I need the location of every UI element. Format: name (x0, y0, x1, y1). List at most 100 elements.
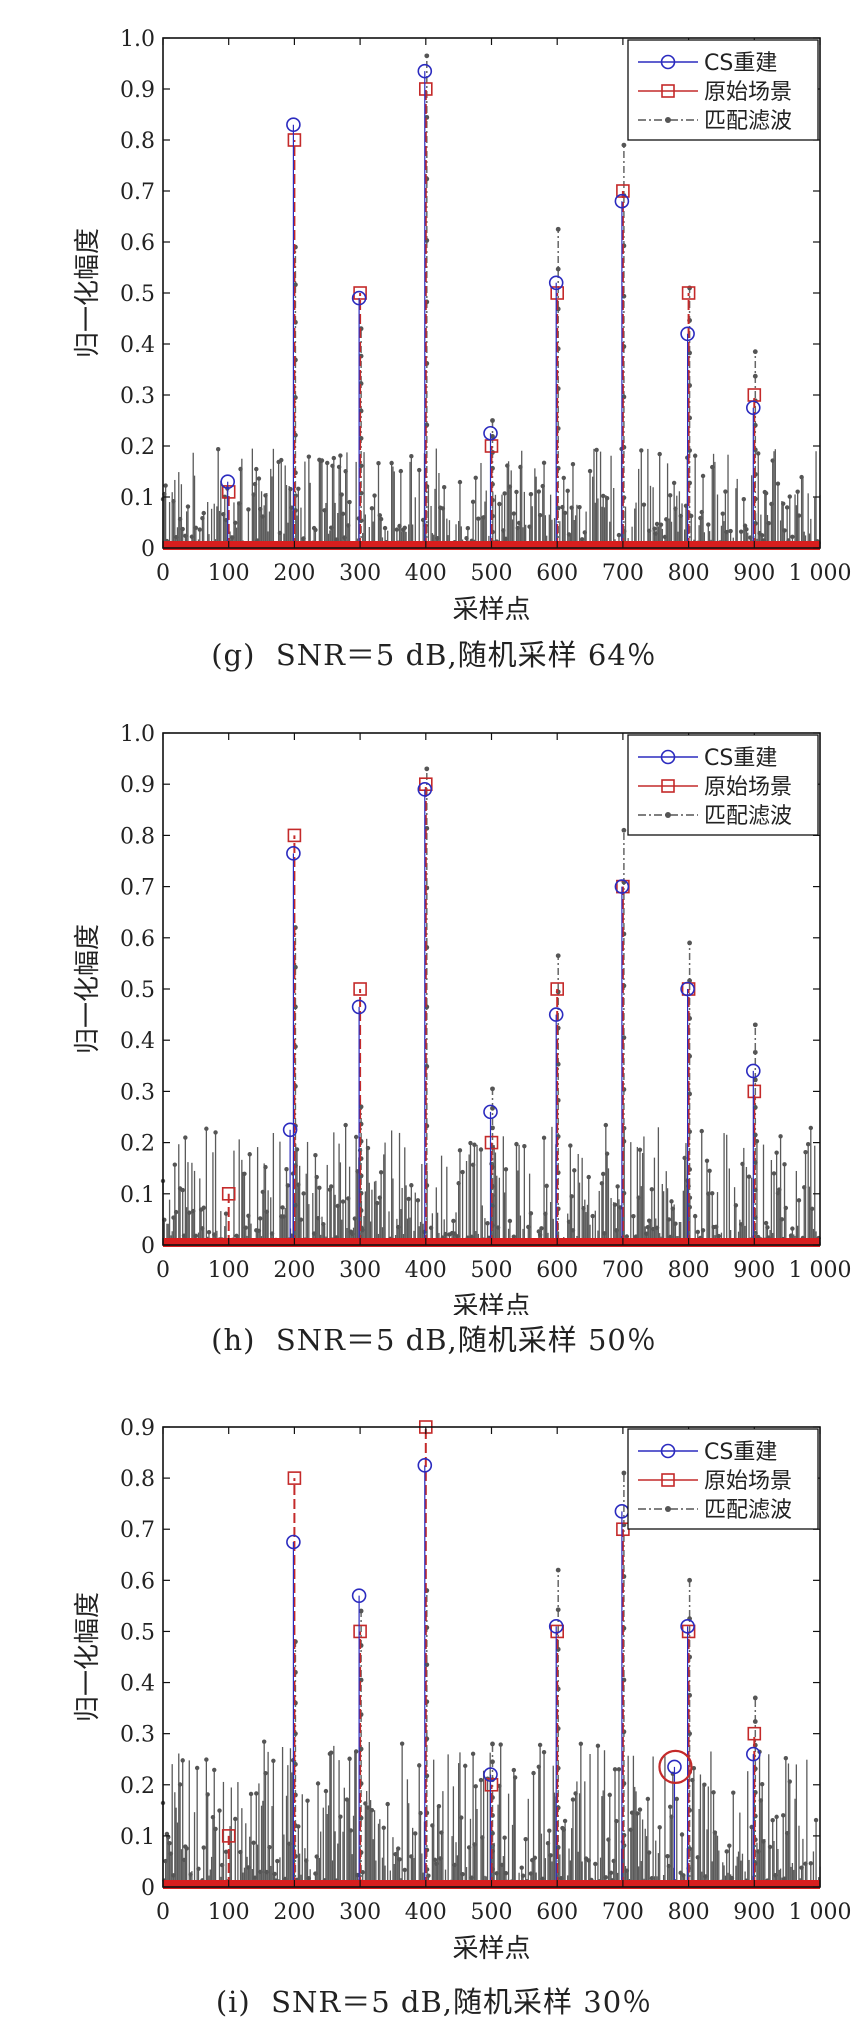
noise-point (254, 1791, 259, 1796)
noise-point (774, 1150, 779, 1155)
noise-point (568, 1143, 573, 1148)
noise-point (353, 1749, 359, 1754)
x-tick-label: 700 (602, 1900, 644, 1925)
highlight-circle (658, 1749, 693, 1784)
noise-point (473, 1784, 478, 1789)
noise-point (196, 1866, 201, 1872)
matched-filter-point (752, 1105, 758, 1110)
noise-point (378, 1170, 384, 1175)
legend-marker-circle (660, 749, 676, 765)
noise-point (313, 527, 318, 533)
noise-point (781, 501, 786, 506)
y-tick-label: 0 (141, 1234, 155, 1259)
noise-point (321, 1221, 326, 1227)
noise-point (720, 511, 725, 516)
x-tick-label: 500 (471, 1900, 513, 1925)
noise-point (280, 1205, 285, 1210)
x-tick-label: 0 (156, 1258, 170, 1283)
noise-point (561, 475, 566, 481)
noise-point (394, 527, 400, 532)
matched-filter-point (752, 1132, 758, 1138)
noise-point (201, 1205, 206, 1210)
noise-point (600, 493, 606, 499)
matched-filter-point (358, 435, 364, 441)
noise-point (372, 493, 377, 498)
x-tick-label: 300 (339, 1258, 381, 1283)
noise-point (409, 453, 414, 459)
y-tick-label: 0.7 (120, 1518, 155, 1543)
noise-point (180, 1758, 185, 1763)
noise-point (503, 1167, 509, 1172)
noise-point (767, 1844, 773, 1850)
noise-point (507, 1218, 513, 1224)
cs-reconstruction-marker (680, 326, 695, 342)
legend-marker-dot (665, 117, 671, 123)
noise-point (738, 529, 744, 534)
noise-point (247, 1152, 252, 1157)
matched-filter-point (293, 282, 298, 288)
noise-point (223, 1211, 229, 1216)
legend-marker-dot (665, 812, 671, 818)
noise-point (691, 1766, 697, 1771)
noise-point (205, 1792, 210, 1797)
noise-point (285, 1183, 291, 1188)
noise-point (317, 1185, 322, 1191)
noise-point (353, 1134, 359, 1140)
y-tick-label: 0.3 (120, 1080, 155, 1105)
noise-point (783, 1205, 789, 1211)
y-tick-label: 0.8 (120, 129, 155, 154)
noise-point (587, 468, 593, 474)
cs-reconstruction-marker (548, 275, 564, 291)
noise-point (212, 1767, 217, 1773)
x-tick-label: 900 (733, 1900, 775, 1925)
x-tick-label: 200 (273, 1900, 315, 1925)
y-axis-label: 归一化幅度 (73, 228, 103, 358)
noise-point (593, 1861, 598, 1867)
noise-point (217, 1808, 222, 1813)
matched-filter-point (490, 418, 495, 423)
y-tick-label: 0.3 (120, 1723, 155, 1748)
noise-point (766, 520, 771, 526)
noise-point (756, 451, 761, 456)
matched-filter-point (424, 1662, 430, 1668)
cs-reconstruction-marker (548, 1007, 564, 1022)
noise-point (301, 1191, 306, 1196)
noise-point (795, 489, 800, 494)
y-tick-label: 0.9 (120, 78, 155, 103)
noise-point (528, 1211, 534, 1216)
x-tick-label: 600 (536, 561, 578, 586)
matched-filter-point (293, 964, 298, 970)
legend-label: CS重建 (704, 1440, 777, 1465)
noise-point (654, 521, 660, 527)
noise-point (485, 1221, 490, 1226)
noise-point (710, 1191, 715, 1196)
chart-panel-g: 0 0.1 0.2 0.3 0.4 0.5 0.6 0.7 0.8 0.9 1.0 0 100 200 30… (0, 0, 868, 675)
noise-point (532, 1855, 538, 1861)
noise-point (502, 1835, 507, 1840)
noise-point (441, 485, 447, 490)
noise-point (603, 1122, 609, 1128)
noise-point (523, 1836, 528, 1842)
y-axis-label: 归一化幅度 (73, 1592, 103, 1722)
original-scene-marker (287, 1471, 302, 1485)
x-tick-label: 1 000 (789, 1258, 852, 1283)
noise-point (671, 480, 677, 486)
x-tick-label: 400 (405, 1900, 447, 1925)
x-tick-label: 0 (156, 561, 170, 586)
noise-point (183, 1135, 188, 1140)
noise-point (343, 1122, 348, 1128)
noise-point (528, 491, 534, 497)
noise-point (631, 1213, 636, 1219)
y-tick-label: 0.5 (120, 978, 155, 1003)
legend-box (627, 734, 819, 836)
noise-point (805, 1142, 811, 1147)
noise-point (570, 461, 576, 467)
noise-point (497, 501, 502, 507)
x-axis-label: 采样点 (452, 595, 530, 620)
matched-filter-point (752, 1719, 758, 1724)
noise-point (724, 1849, 729, 1854)
noise-point (325, 460, 330, 466)
noise-point (328, 1184, 334, 1189)
noise-point (432, 1857, 438, 1863)
chart-caption-h: (h) SNR＝5 dB,随机采样 50％ (211, 1323, 657, 1357)
